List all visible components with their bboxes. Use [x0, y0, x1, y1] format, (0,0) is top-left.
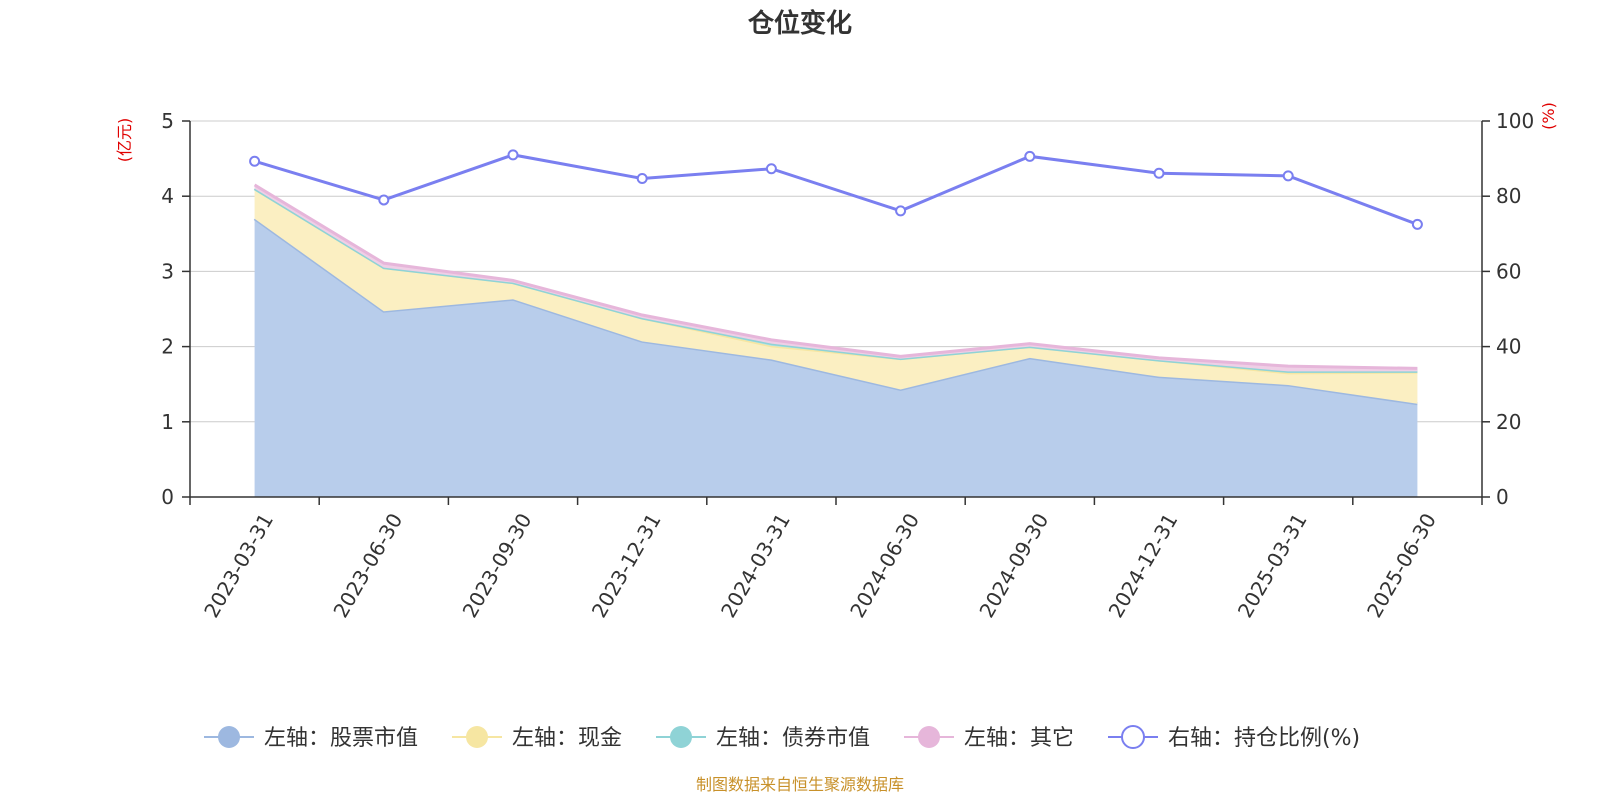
legend-item: 左轴：现金 — [452, 726, 622, 751]
ratio-point — [765, 163, 777, 175]
legend-marker-icon — [218, 726, 240, 748]
legend-marker-icon — [670, 726, 692, 748]
legend-marker-icon — [918, 726, 940, 748]
area-0 — [254, 218, 1418, 497]
ratio-point — [1024, 150, 1036, 162]
legend-label: 左轴：其它 — [964, 726, 1074, 751]
x-tick-label: 2024-03-31 — [716, 509, 795, 622]
ratio-point — [249, 155, 261, 167]
holding-ratio-line — [249, 149, 1423, 230]
left-tick-label: 5 — [161, 109, 174, 133]
ratio-point — [1153, 167, 1165, 179]
left-axis-unit: (亿元) — [115, 118, 134, 163]
x-tick-label: 2025-03-31 — [1233, 509, 1312, 622]
legend: 左轴：股票市值 左轴：现金 左轴：债券市值 左轴：其它 右轴：持仓比例(%) — [204, 725, 1360, 751]
legend-item: 左轴：股票市值 — [204, 726, 418, 751]
left-tick-label: 0 — [161, 485, 174, 509]
legend-item: 右轴：持仓比例(%) — [1108, 725, 1360, 751]
x-tick-label: 2024-09-30 — [974, 509, 1053, 622]
area-edge-3 — [253, 183, 1418, 370]
ratio-point — [378, 194, 390, 206]
legend-item: 左轴：债券市值 — [656, 726, 870, 751]
x-tick-label: 2023-12-31 — [587, 509, 666, 622]
stacked-areas — [253, 183, 1418, 497]
chart-title: 仓位变化 — [747, 8, 852, 39]
x-tick-label: 2023-06-30 — [328, 509, 407, 622]
ratio-point — [507, 149, 519, 161]
legend-label: 左轴：股票市值 — [264, 726, 418, 751]
right-tick-label: 100 — [1496, 109, 1534, 133]
data-source-note: 制图数据来自恒生聚源数据库 — [696, 775, 904, 794]
right-tick-label: 0 — [1496, 485, 1509, 509]
legend-marker-icon — [1121, 725, 1145, 749]
left-tick-label: 1 — [161, 410, 174, 434]
ratio-point — [636, 173, 648, 185]
right-tick-label: 20 — [1496, 410, 1521, 434]
axes — [182, 120, 1490, 505]
legend-label: 左轴：现金 — [512, 726, 622, 751]
legend-label: 右轴：持仓比例(%) — [1168, 726, 1360, 751]
right-tick-label: 60 — [1496, 259, 1521, 283]
ratio-point — [895, 205, 907, 217]
x-tick-label: 2025-06-30 — [1362, 509, 1441, 622]
area-1 — [254, 188, 1418, 404]
x-tick-label: 2023-03-31 — [199, 509, 278, 622]
ratio-point — [1411, 218, 1423, 230]
legend-marker-icon — [466, 726, 488, 748]
x-tick-label: 2024-12-31 — [1104, 509, 1183, 622]
right-axis-unit: (%) — [1539, 102, 1558, 130]
x-tick-label: 2024-06-30 — [845, 509, 924, 622]
left-tick-label: 3 — [161, 259, 174, 283]
left-tick-label: 4 — [161, 184, 174, 208]
left-tick-label: 2 — [161, 335, 174, 359]
legend-label: 左轴：债券市值 — [716, 726, 870, 751]
right-tick-label: 40 — [1496, 335, 1521, 359]
right-tick-label: 80 — [1496, 184, 1521, 208]
ratio-point — [1282, 170, 1294, 182]
ratio-line-path — [254, 153, 1418, 226]
legend-item: 左轴：其它 — [904, 726, 1074, 751]
x-tick-label: 2023-09-30 — [458, 509, 537, 622]
